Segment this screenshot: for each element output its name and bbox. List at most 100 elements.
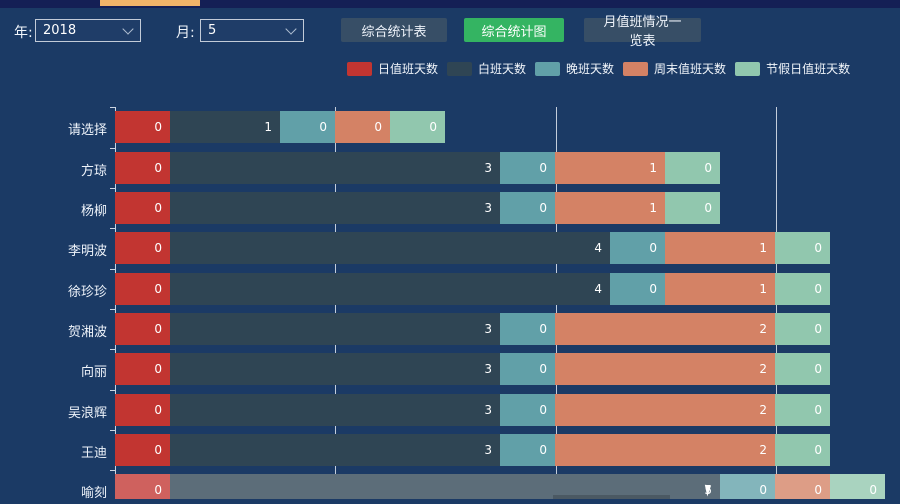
bar-value-label: 0 — [539, 160, 547, 175]
bar-segment-1-4[interactable]: 0 — [665, 151, 720, 184]
bar-segment-5-3[interactable]: 2 — [555, 312, 775, 345]
bar-segment-5-0[interactable]: 0 — [115, 312, 170, 345]
bar-segment-4-0[interactable]: 0 — [115, 272, 170, 305]
bar-segment-6-3[interactable]: 2 — [555, 353, 775, 386]
bar-value-label: 0 — [539, 442, 547, 457]
bar-segment-1-0[interactable]: 0 — [115, 151, 170, 184]
bar-segment-2-1[interactable]: 3 — [170, 191, 500, 224]
bar-segment-9-2[interactable]: 0 — [720, 474, 775, 499]
month-select[interactable]: 5 — [200, 19, 304, 42]
legend-swatch-icon — [735, 61, 761, 76]
bar-segment-6-2[interactable]: 0 — [500, 353, 555, 386]
month-label: 月: — [176, 25, 195, 41]
bar-segment-4-2[interactable]: 0 — [610, 272, 665, 305]
bar-segment-8-0[interactable]: 0 — [115, 433, 170, 466]
bar-segment-1-1[interactable]: 3 — [170, 151, 500, 184]
bar-segment-7-0[interactable]: 0 — [115, 393, 170, 426]
bar-segment-7-3[interactable]: 2 — [555, 393, 775, 426]
bar-value-label: 1 — [264, 120, 272, 135]
bar-segment-9-4[interactable]: 0 — [830, 474, 885, 499]
bar-segment-8-1[interactable]: 3 — [170, 433, 500, 466]
legend-item-2[interactable]: 晚班天数 — [535, 60, 614, 77]
bar-segment-1-2[interactable]: 0 — [500, 151, 555, 184]
bar-segment-4-1[interactable]: 4 — [170, 272, 610, 305]
category-label-7: 吴浪辉 — [67, 405, 107, 421]
month-select-value: 5 — [208, 23, 217, 38]
bar-value-label: 0 — [154, 362, 162, 377]
bar-segment-0-4[interactable]: 0 — [390, 111, 445, 144]
legend-item-0[interactable]: 日值班天数 — [347, 60, 438, 77]
bar-segment-9-3[interactable]: 0 — [775, 474, 830, 499]
bar-segment-2-0[interactable]: 0 — [115, 191, 170, 224]
bar-segment-3-4[interactable]: 0 — [775, 232, 830, 265]
bar-value-label: 0 — [814, 241, 822, 256]
bar-value-label: 0 — [154, 483, 162, 498]
bar-segment-4-4[interactable]: 0 — [775, 272, 830, 305]
bar-segment-0-3[interactable]: 0 — [335, 111, 390, 144]
bar-segment-5-4[interactable]: 0 — [775, 312, 830, 345]
bar-segment-3-3[interactable]: 1 — [665, 232, 775, 265]
bar-segment-9-1[interactable]: 5 — [170, 474, 720, 499]
bar-value-label: 0 — [814, 483, 822, 498]
category-label-4: 徐珍珍 — [67, 284, 107, 300]
legend-swatch-icon — [447, 61, 473, 76]
bar-segment-7-4[interactable]: 0 — [775, 393, 830, 426]
y-axis-tick — [110, 389, 115, 391]
bar-segment-2-3[interactable]: 1 — [555, 191, 665, 224]
bar-segment-2-2[interactable]: 0 — [500, 191, 555, 224]
bar-value-label: 0 — [319, 120, 327, 135]
bar-value-label: 0 — [539, 402, 547, 417]
bar-segment-1-3[interactable]: 1 — [555, 151, 665, 184]
bar-segment-3-2[interactable]: 0 — [610, 232, 665, 265]
bar-segment-5-1[interactable]: 3 — [170, 312, 500, 345]
bar-value-label: 0 — [154, 402, 162, 417]
bar-segment-6-4[interactable]: 0 — [775, 353, 830, 386]
bar-value-label: 0 — [704, 200, 712, 215]
legend-item-4[interactable]: 节假日值班天数 — [735, 60, 850, 77]
y-axis-tick — [110, 107, 115, 109]
bar-value-label: 4 — [594, 241, 602, 256]
bar-value-label: 4 — [594, 281, 602, 296]
bar-segment-8-3[interactable]: 2 — [555, 433, 775, 466]
bar-value-label: 3 — [484, 402, 492, 417]
bar-value-label: 0 — [814, 321, 822, 336]
bar-segment-6-0[interactable]: 0 — [115, 353, 170, 386]
bar-segment-3-1[interactable]: 4 — [170, 232, 610, 265]
bar-segment-7-1[interactable]: 3 — [170, 393, 500, 426]
bar-segment-4-3[interactable]: 1 — [665, 272, 775, 305]
bar-segment-8-2[interactable]: 0 — [500, 433, 555, 466]
bar-value-label: 0 — [759, 483, 767, 498]
legend-item-3[interactable]: 周末值班天数 — [623, 60, 726, 77]
bar-value-label: 0 — [814, 402, 822, 417]
bar-segment-0-0[interactable]: 0 — [115, 111, 170, 144]
y-axis-tick — [110, 147, 115, 149]
bar-value-label: 0 — [814, 442, 822, 457]
legend-label: 晚班天数 — [566, 62, 615, 76]
bar-value-label: 0 — [154, 442, 162, 457]
category-label-9: 喻刻 — [80, 486, 107, 499]
browser-top-strip — [0, 0, 900, 8]
bar-segment-0-2[interactable]: 0 — [280, 111, 335, 144]
bar-value-label: 0 — [154, 200, 162, 215]
bar-segment-9-0[interactable]: 0 — [115, 474, 170, 499]
legend-label: 节假日值班天数 — [766, 62, 851, 76]
category-label-5: 贺湘波 — [67, 324, 107, 340]
bar-segment-5-2[interactable]: 0 — [500, 312, 555, 345]
bar-segment-6-1[interactable]: 3 — [170, 353, 500, 386]
bar-segment-8-4[interactable]: 0 — [775, 433, 830, 466]
bar-value-label: 1 — [759, 241, 767, 256]
summary-chart-button[interactable]: 综合统计图 — [464, 18, 564, 42]
bar-value-label: 2 — [759, 402, 767, 417]
bar-segment-3-0[interactable]: 0 — [115, 232, 170, 265]
month-duty-list-button[interactable]: 月值班情况一览表 — [584, 14, 701, 48]
bar-segment-0-1[interactable]: 1 — [170, 111, 280, 144]
year-select[interactable]: 2018 — [35, 19, 141, 42]
legend-item-1[interactable]: 白班天数 — [447, 60, 526, 77]
bar-value-label: 3 — [484, 442, 492, 457]
summary-table-button[interactable]: 综合统计表 — [341, 18, 447, 42]
bar-segment-2-4[interactable]: 0 — [665, 191, 720, 224]
legend-swatch-icon — [347, 61, 372, 76]
bar-segment-7-2[interactable]: 0 — [500, 393, 555, 426]
